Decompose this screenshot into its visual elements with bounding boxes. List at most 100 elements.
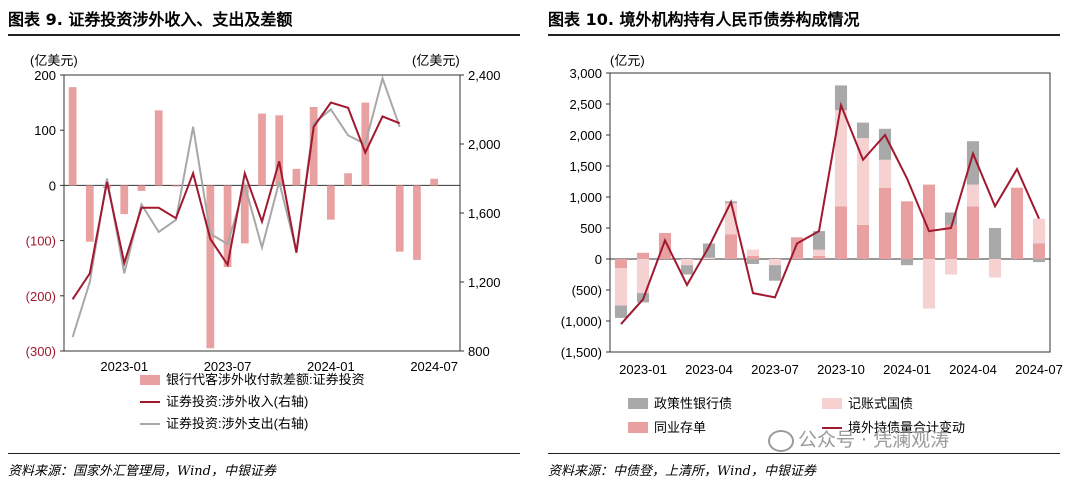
left-tick-label: (200)	[26, 289, 56, 304]
left-tick-label: 100	[34, 123, 56, 138]
legend-label: 记账式国债	[848, 396, 913, 411]
stacked-bar-segment	[768, 259, 782, 266]
x-tick-label: 2024-07	[410, 359, 458, 374]
left-tick-label: 200	[34, 68, 56, 83]
bar	[309, 107, 318, 186]
y-tick-label: 2,000	[569, 128, 602, 143]
stacked-bar-segment	[1032, 243, 1046, 259]
bar	[85, 185, 94, 242]
y-tick-label: 1,000	[569, 190, 602, 205]
y-tick-label: 2,500	[569, 97, 602, 112]
bar	[154, 110, 163, 186]
bar	[223, 185, 232, 268]
stacked-bar-segment	[856, 122, 870, 139]
stacked-bar-segment	[636, 252, 650, 259]
x-tick-label: 2024-01	[883, 362, 931, 377]
legend-label: 银行代客涉外收付款差额:证券投资	[166, 372, 365, 387]
stacked-bar-segment	[966, 141, 980, 185]
stacked-bar-segment	[812, 249, 826, 256]
watermark-text: 公众号 · 凭澜观涛	[798, 429, 950, 451]
legend-swatch	[628, 422, 648, 433]
right-tick-label: 800	[468, 344, 490, 359]
legend-label: 政策性银行债	[654, 396, 732, 411]
stacked-bar-segment	[856, 138, 870, 225]
bar	[275, 115, 284, 186]
stacked-bar-segment	[614, 268, 628, 306]
stacked-bar-segment	[834, 85, 848, 111]
bar	[413, 185, 421, 260]
stacked-bar-segment	[680, 265, 694, 275]
x-tick-label: 2023-07	[204, 359, 252, 374]
y-tick-label: 500	[580, 221, 602, 236]
y-tick-label: 0	[595, 252, 602, 267]
x-tick-label: 2023-04	[685, 362, 733, 377]
bar	[292, 168, 301, 186]
wechat-icon	[768, 429, 794, 452]
left-source-note: 资料来源：国家外汇管理局，Wind，中银证券	[8, 464, 276, 479]
y-tick-label: (1,000)	[561, 314, 602, 329]
y-tick-label: (500)	[572, 283, 602, 298]
bar	[326, 185, 335, 220]
stacked-bar-segment	[614, 259, 628, 269]
series-line	[620, 101, 1040, 325]
stacked-bar-segment	[724, 234, 738, 259]
legend-label: 证券投资:涉外支出(右轴)	[166, 416, 308, 431]
x-tick-label: 2023-01	[619, 362, 667, 377]
bar	[344, 173, 352, 186]
stacked-bar-segment	[922, 259, 936, 309]
stacked-bar-segment	[1010, 187, 1024, 259]
stacked-bar-segment	[856, 224, 870, 259]
left-source-rule	[8, 453, 520, 454]
legend-label: 境外持债量合计变动	[848, 420, 965, 435]
y-axis-unit: (亿元)	[610, 53, 645, 68]
stacked-bar-segment	[702, 257, 716, 259]
stacked-bar-segment	[988, 228, 1002, 259]
right-tick-label: 2,000	[468, 137, 501, 152]
left-panel-title: 图表 9. 证券投资涉外收入、支出及差额	[8, 10, 293, 29]
x-tick-label: 2023-10	[817, 362, 865, 377]
legend-swatch	[628, 398, 648, 409]
left-chart: (亿美元) (亿美元)2001000(100)(200)(300)2,4002,0…	[26, 53, 501, 431]
stacked-bar-segment	[746, 255, 760, 259]
bar	[120, 185, 129, 215]
right-chart: (亿元) 3,000 2,500 2,000 1,500 1,000 500 0 (500) (1…	[561, 53, 1063, 435]
stacked-bar-segment	[636, 259, 650, 294]
right-title-rule	[548, 34, 1060, 36]
stacked-bar-segment	[614, 305, 628, 318]
legend-swatch	[822, 398, 842, 409]
left-axis-unit: (亿美元)	[30, 53, 78, 68]
stacked-bar-segment	[702, 243, 716, 258]
stacked-bar-segment	[812, 255, 826, 259]
bar	[395, 185, 404, 252]
stacked-bar-segment	[768, 265, 782, 281]
x-tick-label: 2023-07	[751, 362, 799, 377]
stacked-bar-segment	[680, 259, 694, 266]
stacked-bar-segment	[966, 206, 980, 259]
x-tick-label: 2024-01	[307, 359, 355, 374]
bar	[206, 185, 215, 349]
left-tick-label: (100)	[26, 234, 56, 249]
left-title-rule	[8, 34, 520, 36]
series-line	[71, 101, 401, 300]
stacked-bar-segment	[878, 159, 892, 188]
bar	[189, 184, 198, 186]
stacked-bar-segment	[812, 231, 826, 250]
bar	[258, 113, 266, 186]
x-tick-label: 2024-04	[949, 362, 997, 377]
stacked-bar-segment	[834, 206, 848, 259]
right-source-rule	[548, 453, 1060, 454]
right-tick-label: 1,200	[468, 275, 501, 290]
stacked-bar-segment	[746, 259, 760, 264]
stacked-bar-segment	[944, 259, 958, 275]
stacked-bar-segment	[900, 259, 914, 266]
stacked-bar-segment	[878, 128, 892, 160]
bar	[430, 178, 439, 186]
plot-frame	[609, 72, 1051, 353]
stacked-bar-segment	[746, 249, 760, 256]
stacked-bar-segment	[922, 184, 936, 259]
x-tick-label: 2023-01	[100, 359, 148, 374]
y-tick-label: 3,000	[569, 66, 602, 81]
right-tick-label: 2,400	[468, 68, 501, 83]
right-axis-unit: (亿美元)	[412, 53, 460, 68]
stacked-bar-segment	[966, 184, 980, 207]
